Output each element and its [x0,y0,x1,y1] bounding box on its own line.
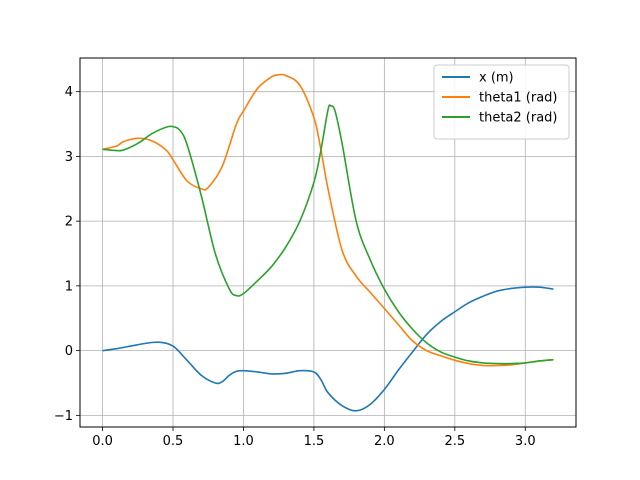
x-tick-label: 2.5 [444,434,465,449]
y-tick-label: 1 [65,279,73,294]
legend-label: theta2 (rad) [479,111,558,126]
x-tick-label: 1.0 [233,434,254,449]
plot-frame [79,57,577,428]
legend-label: theta1 (rad) [479,91,558,106]
y-tick-label: 4 [65,85,73,100]
x-tick-label: 1.5 [304,434,325,449]
theta1-series-line [102,73,554,367]
y-tick-label: 0 [65,344,73,359]
y-tick-label: −1 [54,409,73,424]
x-tick-label: 2.0 [374,434,395,449]
x-tick-label: 0.0 [92,434,113,449]
series-lines [102,73,554,412]
x-series-line [102,286,554,412]
legend-label: x (m) [479,71,514,86]
x-axis-ticks: 0.0 0.5 1.0 1.5 2.0 2.5 3.0 [92,427,536,449]
x-tick-label: 3.0 [515,434,536,449]
x-tick-label: 0.5 [163,434,184,449]
legend: x (m) theta1 (rad) theta2 (rad) [433,64,570,140]
y-tick-label: 3 [65,150,73,165]
y-axis-ticks: −1 0 1 2 3 4 [54,85,80,424]
legend-box [433,64,570,140]
y-tick-label: 2 [65,215,73,230]
theta2-series-line [102,104,554,365]
